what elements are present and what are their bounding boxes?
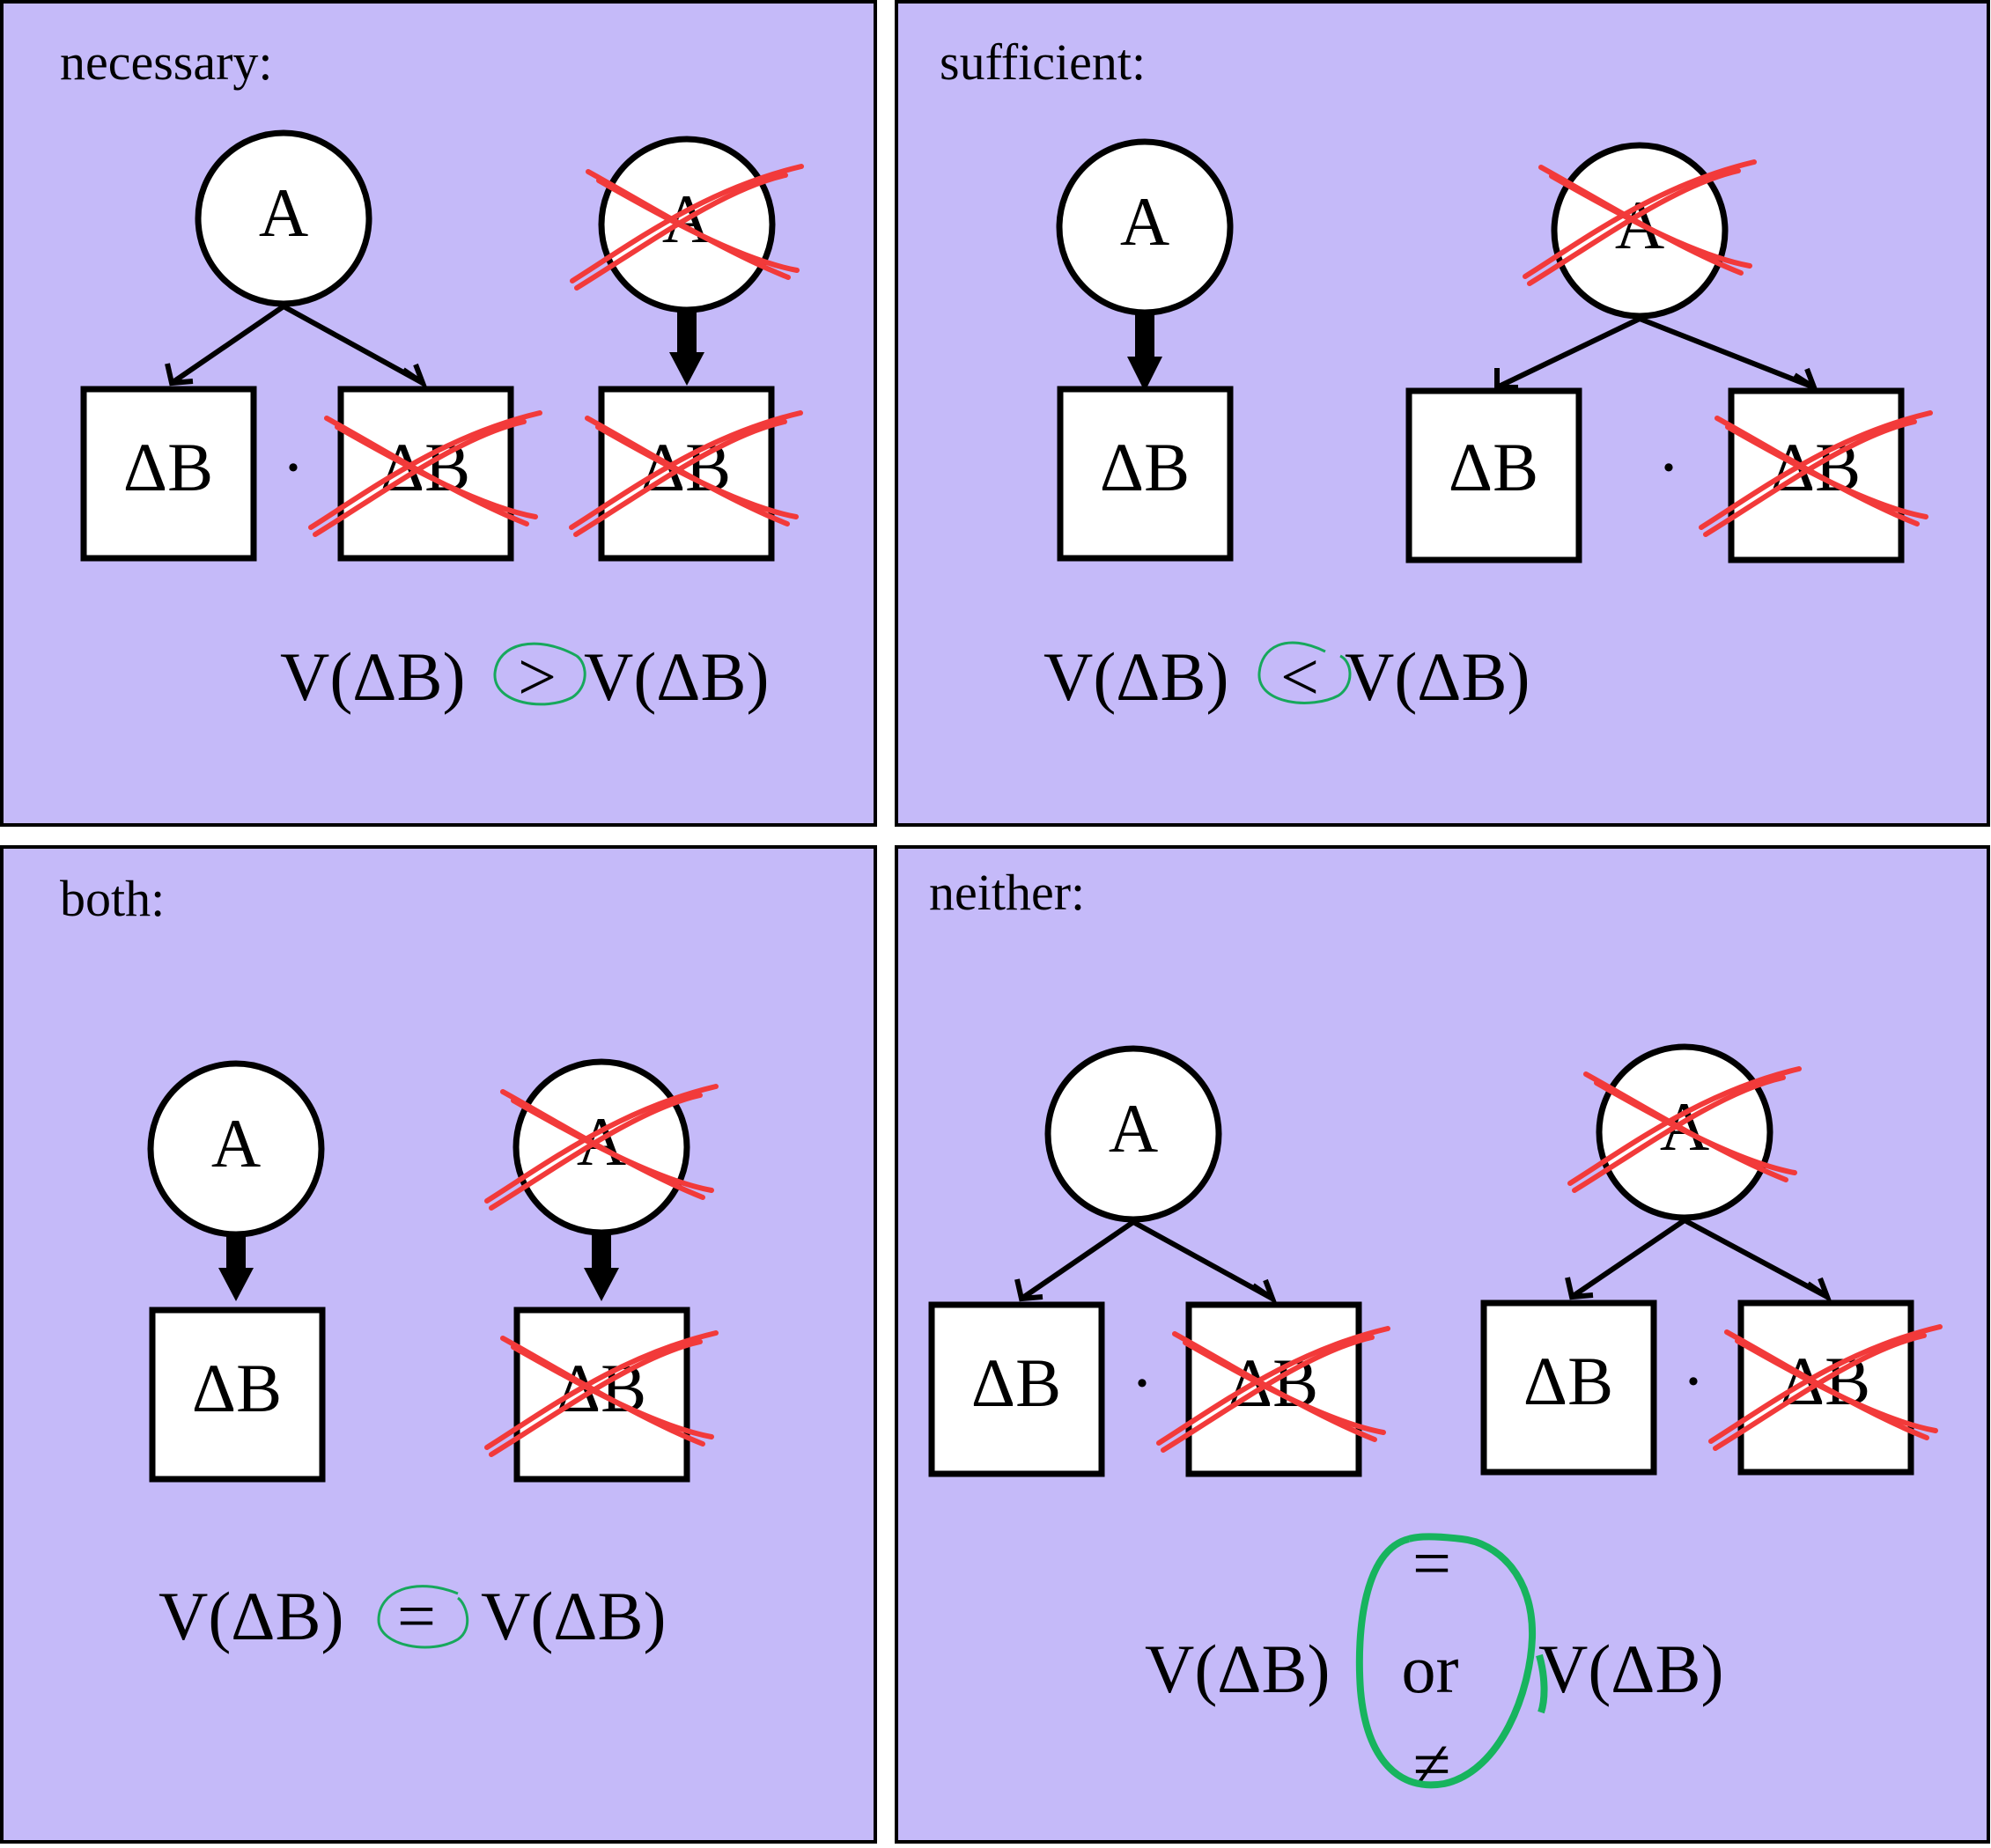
box-label: ΔB — [192, 1350, 282, 1426]
panel-title: sufficient: — [940, 33, 1146, 91]
thick-arrowhead — [584, 1268, 619, 1301]
box-label: ΔB — [971, 1344, 1061, 1421]
panel-sufficient: sufficient: A ΔB A ΔB · ΔB V(ΔB) < V(ΔB) — [895, 0, 1990, 827]
box-label: ΔB — [1523, 1343, 1613, 1419]
panel-title: both: — [60, 870, 165, 927]
arrowhead — [1494, 368, 1518, 390]
edge-arrow — [1683, 1218, 1829, 1299]
panel-title: neither: — [929, 864, 1085, 921]
panel-necessary: necessary: A ΔB · ΔB A ΔB V(ΔB) > V(ΔB) — [0, 0, 877, 827]
box-delta-b — [1057, 386, 1234, 562]
highlight-circle-tick — [1536, 1653, 1548, 1714]
edge-arrow — [1495, 316, 1641, 390]
node-a — [1044, 1045, 1222, 1223]
arrowhead — [1251, 1278, 1279, 1306]
relation-symbol-middle: or — [1402, 1631, 1459, 1707]
node-label: A — [211, 1105, 261, 1182]
value-right: V(ΔB) — [584, 638, 769, 715]
product-dot: · — [1657, 429, 1680, 505]
arrowhead — [1793, 367, 1820, 394]
box-label: ΔB — [1449, 429, 1538, 505]
node-label: A — [259, 174, 308, 251]
node-label: A — [1109, 1090, 1158, 1167]
edge-arrow — [170, 304, 285, 386]
edge-arrow — [1132, 1219, 1274, 1301]
box-delta-b — [149, 1307, 326, 1483]
value-right: V(ΔB) — [1538, 1631, 1723, 1707]
arrowhead — [165, 363, 194, 387]
panel-both: both: A ΔB A ΔB V(ΔB) = V(ΔB) — [0, 845, 877, 1844]
arrowhead — [1806, 1277, 1833, 1304]
relation-symbol: = — [397, 1578, 436, 1654]
highlight-circle — [377, 1585, 469, 1649]
box-delta-b — [1405, 387, 1582, 563]
box-label: ΔB — [123, 429, 213, 505]
product-dot: · — [282, 429, 305, 505]
value-left: V(ΔB) — [280, 638, 465, 715]
relation-symbol-bottom: ≠ — [1413, 1726, 1451, 1802]
box-delta-b — [80, 386, 257, 562]
node-a — [598, 136, 776, 313]
panel-neither: neither: A ΔB · ΔB A ΔB · ΔB V(ΔB) = or … — [895, 845, 1990, 1844]
arrowhead — [1014, 1278, 1043, 1302]
box-delta-b — [1480, 1299, 1657, 1476]
thick-arrowhead — [669, 352, 704, 386]
product-dot: · — [1131, 1344, 1154, 1421]
box-delta-b — [928, 1301, 1105, 1477]
highlight-circle — [493, 642, 586, 706]
panel-background — [0, 845, 877, 1844]
thick-arrowhead — [1127, 357, 1162, 392]
node-label: A — [1120, 183, 1169, 260]
value-right: V(ΔB) — [1345, 638, 1530, 715]
highlight-circle — [1355, 1533, 1537, 1789]
edge-arrow — [1020, 1219, 1135, 1301]
value-left: V(ΔB) — [159, 1578, 343, 1654]
node-a — [1056, 138, 1234, 316]
box-label: ΔB — [1100, 429, 1190, 505]
node-a — [195, 129, 372, 307]
thick-arrowhead — [218, 1268, 254, 1301]
node-a — [147, 1060, 325, 1238]
arrowhead — [1565, 1277, 1594, 1300]
edge-arrow — [1638, 316, 1816, 390]
node-label: A — [1660, 1088, 1709, 1165]
highlight-circle — [1257, 641, 1352, 704]
edge-arrow — [282, 304, 424, 386]
edge-arrow — [1570, 1218, 1686, 1299]
value-right: V(ΔB) — [481, 1578, 666, 1654]
value-left: V(ΔB) — [1145, 1631, 1330, 1707]
panel-title: necessary: — [60, 33, 273, 91]
value-left: V(ΔB) — [1043, 638, 1228, 715]
product-dot: · — [1682, 1343, 1705, 1419]
arrowhead — [402, 363, 429, 390]
